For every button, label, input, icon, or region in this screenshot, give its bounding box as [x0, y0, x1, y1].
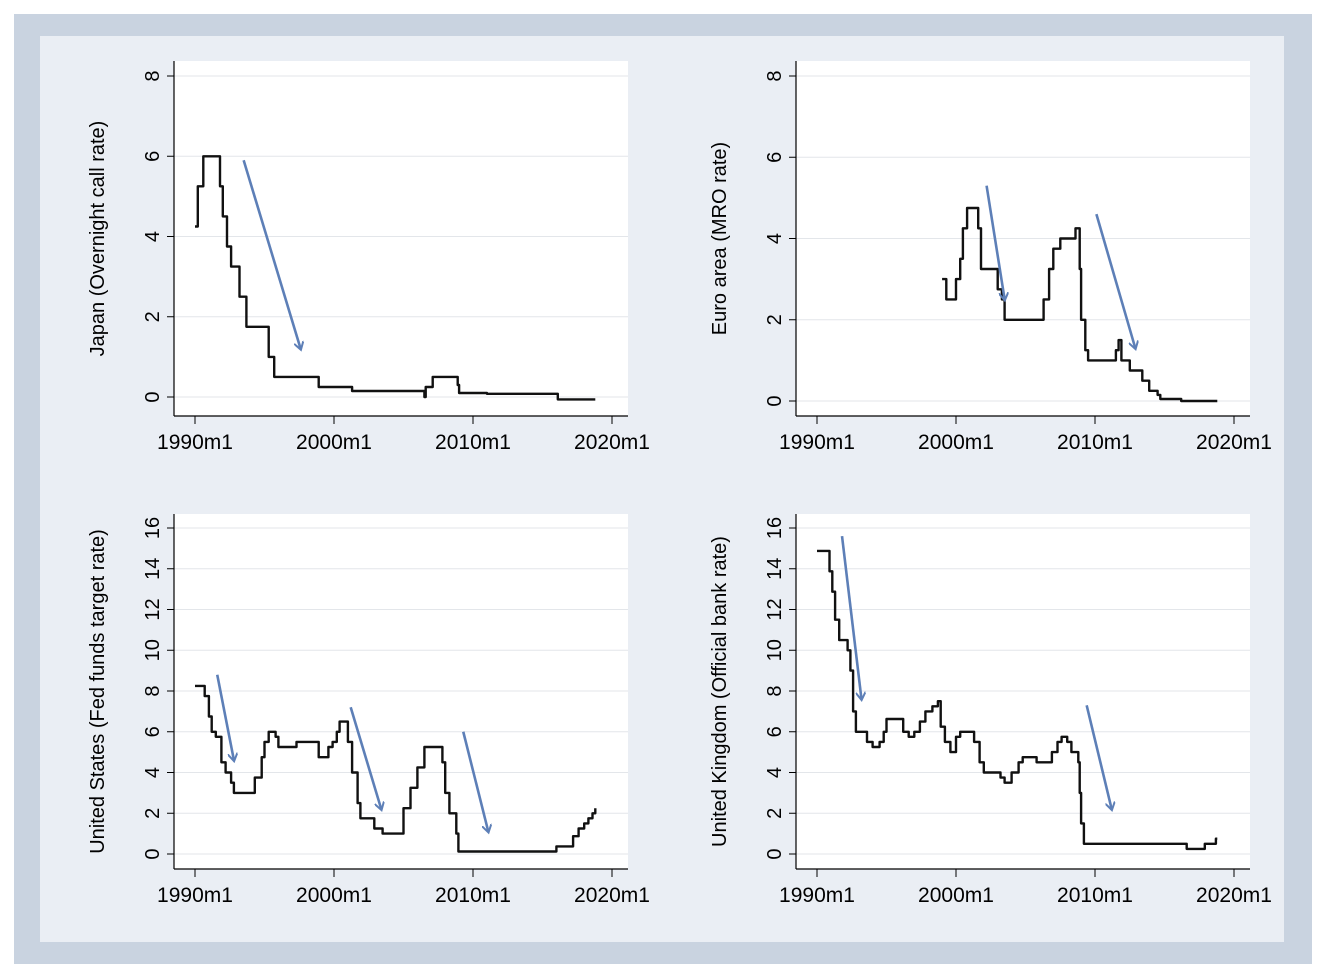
- y-tick-label: 16: [142, 517, 164, 539]
- y-tick-label: 12: [764, 598, 786, 620]
- trend-arrow: [242, 159, 301, 349]
- y-tick-label: 4: [142, 231, 164, 242]
- y-tick-label: 14: [764, 558, 786, 580]
- y-tick-label: 2: [764, 314, 786, 325]
- y-axis-title: United Kingdom (Official bank rate): [709, 536, 731, 847]
- y-tick-label: 10: [764, 639, 786, 661]
- x-tick-label: 2000m1: [918, 431, 994, 454]
- trend-arrow: [462, 731, 488, 832]
- x-tick-label: 2000m1: [918, 884, 994, 907]
- chart-panel-united-kingdom: 0 2 4 6 8 10 12 14 16 1990m1 2000m1 2010m1 2020m1 Uni…: [709, 514, 1272, 907]
- y-tick-label: 8: [142, 685, 164, 696]
- plot-area: [174, 61, 628, 416]
- y-tick-label: 0: [142, 848, 164, 859]
- y-tick-label: 8: [142, 70, 164, 81]
- y-tick-label: 4: [142, 767, 164, 778]
- y-tick-label: 16: [764, 517, 786, 539]
- x-tick-label: 1990m1: [779, 884, 855, 907]
- y-tick-label: 4: [764, 767, 786, 778]
- y-tick-label: 8: [764, 70, 786, 81]
- x-tick-label: 2010m1: [1057, 431, 1133, 454]
- series-line-japan: [195, 155, 596, 401]
- chart-panel-japan: 0 2 4 6 8 1990m1 2000m1 2010m1 2020m1 Japan (Over…: [87, 61, 650, 454]
- y-tick-label: 8: [764, 685, 786, 696]
- trend-arrow: [985, 185, 1005, 300]
- y-tick-label: 0: [764, 395, 786, 406]
- trend-arrow: [1085, 704, 1112, 809]
- y-tick-label: 2: [764, 808, 786, 819]
- y-tick-label: 6: [142, 151, 164, 162]
- x-tick-label: 2020m1: [1196, 884, 1272, 907]
- x-tick-label: 2000m1: [296, 884, 372, 907]
- y-tick-label: 14: [142, 558, 164, 580]
- y-tick-label: 6: [764, 152, 786, 163]
- chart-panel-euro-area: 0 2 4 6 8 1990m1 2000m1 2010m1 2020m1 Euro area (…: [709, 61, 1272, 454]
- y-tick-label: 4: [764, 233, 786, 244]
- trend-arrow: [840, 535, 861, 699]
- chart-panel-united-states: 0 2 4 6 8 10 12 14 16 1990m1 2000m1 2010m1 2020m1 Uni…: [87, 514, 650, 907]
- y-tick-label: 0: [764, 848, 786, 859]
- x-tick-label: 2010m1: [435, 431, 511, 454]
- y-tick-label: 0: [142, 391, 164, 402]
- y-axis-title: Japan (Overnight call rate): [87, 121, 109, 357]
- trend-arrow: [215, 674, 234, 761]
- x-tick-label: 2000m1: [296, 431, 372, 454]
- y-axis-title: Euro area (MRO rate): [709, 142, 731, 335]
- x-tick-label: 2020m1: [574, 431, 650, 454]
- y-tick-label: 6: [764, 726, 786, 737]
- x-tick-label: 2020m1: [1196, 431, 1272, 454]
- y-tick-label: 2: [142, 311, 164, 322]
- x-tick-label: 1990m1: [779, 431, 855, 454]
- y-tick-label: 6: [142, 726, 164, 737]
- series-line-united-states: [195, 684, 597, 853]
- series-line-euro-area: [942, 206, 1218, 403]
- trend-arrow: [349, 706, 382, 809]
- x-tick-label: 2010m1: [435, 884, 511, 907]
- y-tick-label: 2: [142, 808, 164, 819]
- series-line-united-kingdom: [817, 549, 1218, 851]
- y-tick-label: 12: [142, 598, 164, 620]
- x-tick-label: 2010m1: [1057, 884, 1133, 907]
- y-tick-label: 10: [142, 639, 164, 661]
- x-tick-label: 1990m1: [157, 431, 233, 454]
- trend-arrow: [1095, 213, 1135, 348]
- y-axis-title: United States (Fed funds target rate): [87, 529, 109, 854]
- x-tick-label: 1990m1: [157, 884, 233, 907]
- x-tick-label: 2020m1: [574, 884, 650, 907]
